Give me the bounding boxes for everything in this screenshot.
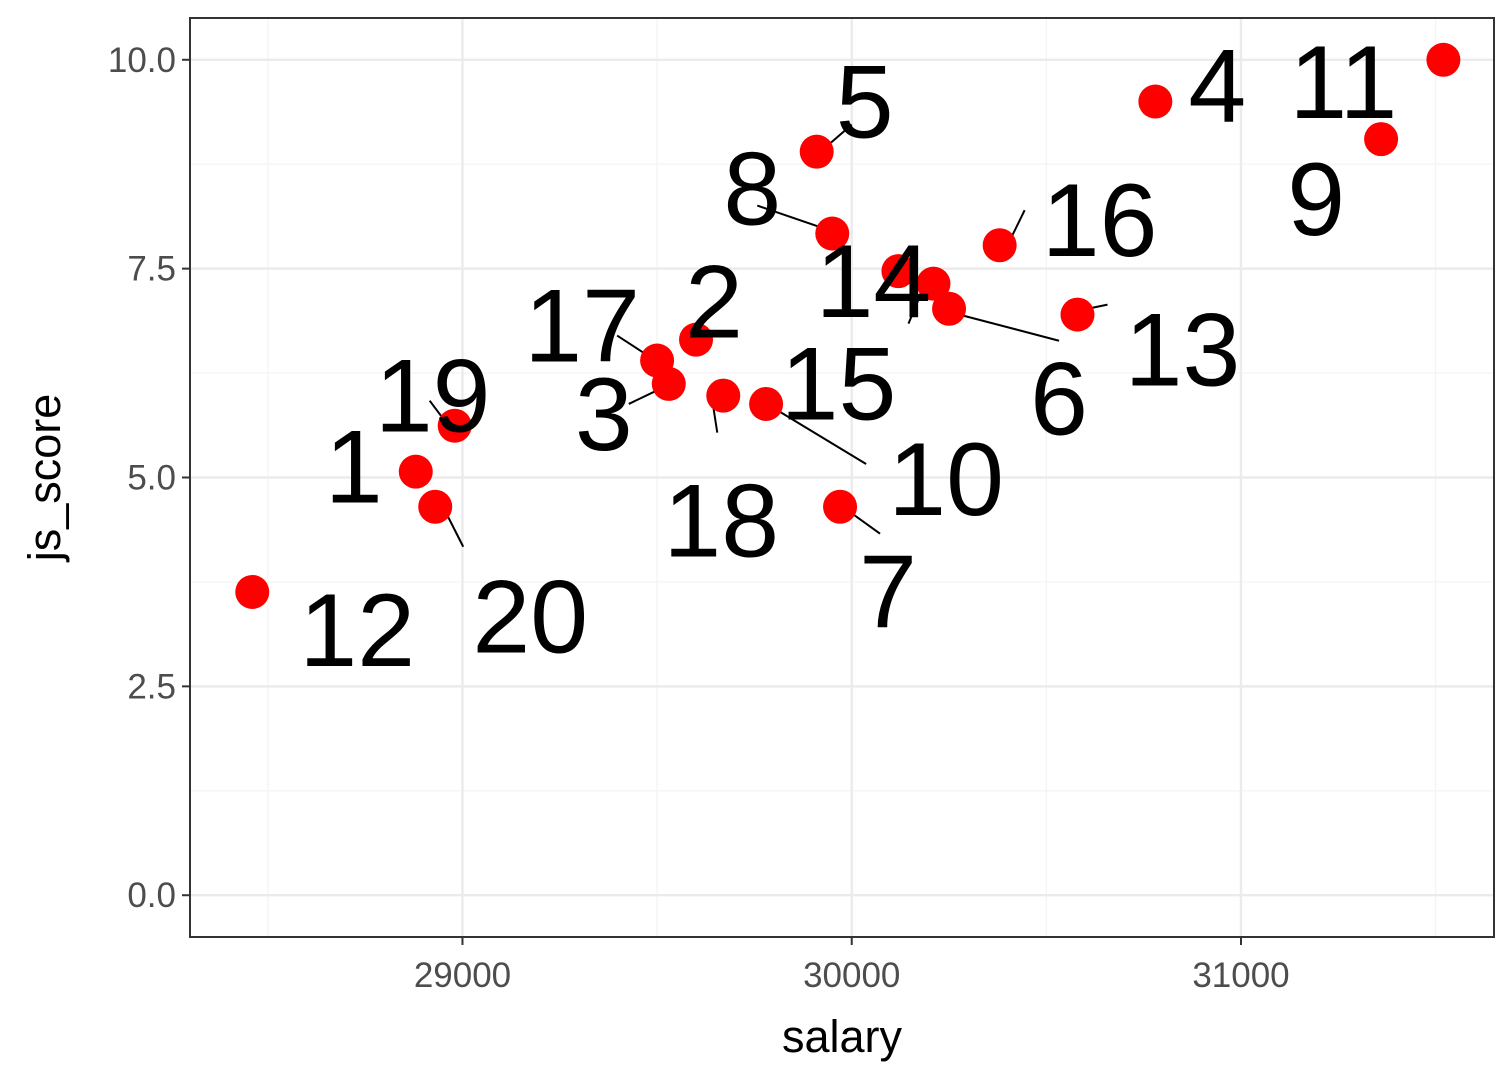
label-leader-line bbox=[850, 511, 881, 535]
label-leader-line bbox=[907, 289, 924, 325]
y-tick-label: 5.0 bbox=[127, 459, 176, 498]
x-tick-label: 29000 bbox=[414, 956, 511, 995]
data-point bbox=[815, 216, 850, 251]
point-label: 9 bbox=[1287, 142, 1345, 258]
point-label: 11 bbox=[1289, 25, 1397, 141]
data-point bbox=[1138, 84, 1173, 119]
data-point bbox=[706, 378, 741, 413]
label-leader-line bbox=[628, 389, 659, 405]
data-point bbox=[437, 408, 472, 443]
data-point bbox=[235, 574, 270, 609]
data-point bbox=[799, 134, 834, 169]
data-point bbox=[418, 489, 453, 524]
x-tick-label: 30000 bbox=[803, 956, 900, 995]
data-point bbox=[823, 489, 858, 524]
x-axis-title: salary bbox=[782, 1011, 903, 1062]
point-label: 5 bbox=[836, 45, 894, 161]
y-tick-label: 2.5 bbox=[127, 667, 176, 706]
label-leader-line bbox=[445, 512, 465, 548]
point-label: 18 bbox=[663, 464, 779, 580]
data-point bbox=[916, 266, 951, 301]
y-axis-title: js_score bbox=[19, 394, 70, 564]
label-leader-line bbox=[826, 123, 853, 147]
point-label: 3 bbox=[575, 357, 633, 473]
point-label: 7 bbox=[859, 535, 917, 651]
point-label: 1 bbox=[325, 410, 383, 526]
data-point bbox=[679, 322, 714, 357]
point-label: 20 bbox=[472, 560, 588, 676]
point-label: 16 bbox=[1042, 163, 1158, 279]
label-leader-line bbox=[1009, 209, 1026, 240]
point-label: 12 bbox=[299, 573, 415, 689]
point-label: 2 bbox=[685, 245, 743, 361]
point-label: 13 bbox=[1125, 293, 1241, 409]
data-point bbox=[640, 343, 675, 378]
point-label: 19 bbox=[375, 339, 491, 455]
point-label: 10 bbox=[888, 422, 1004, 538]
point-label: 15 bbox=[781, 327, 897, 443]
label-leader-line bbox=[756, 204, 822, 229]
label-leader-line bbox=[776, 409, 867, 465]
label-leader-line bbox=[959, 313, 1060, 342]
y-tick-label: 10.0 bbox=[108, 41, 176, 80]
point-label: 17 bbox=[524, 269, 640, 385]
label-leader-line bbox=[616, 334, 647, 356]
data-point bbox=[932, 291, 967, 326]
data-point bbox=[749, 386, 784, 421]
data-point bbox=[1364, 122, 1399, 157]
data-point bbox=[1426, 42, 1461, 77]
point-label: 8 bbox=[723, 132, 781, 248]
point-label: 14 bbox=[816, 224, 932, 340]
data-point bbox=[982, 228, 1017, 263]
y-tick-label: 0.0 bbox=[127, 876, 176, 915]
data-points bbox=[235, 42, 1461, 609]
point-label: 4 bbox=[1188, 29, 1246, 145]
axes: 29000 30000 31000 0.0 2.5 5.0 7.5 10.0 bbox=[108, 41, 1290, 995]
data-point bbox=[881, 254, 916, 289]
x-tick-label: 31000 bbox=[1192, 956, 1289, 995]
y-tick-label: 7.5 bbox=[127, 250, 176, 289]
data-point bbox=[398, 454, 433, 489]
data-point bbox=[1060, 297, 1095, 332]
point-label: 6 bbox=[1030, 342, 1088, 458]
